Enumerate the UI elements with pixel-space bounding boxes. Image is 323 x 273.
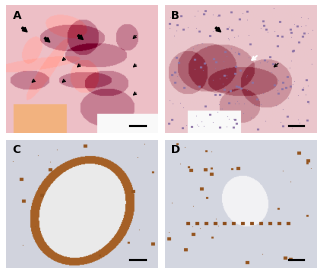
Text: D: D [171,145,181,155]
Text: A: A [13,11,21,20]
Text: B: B [171,11,180,20]
Text: C: C [13,145,21,155]
